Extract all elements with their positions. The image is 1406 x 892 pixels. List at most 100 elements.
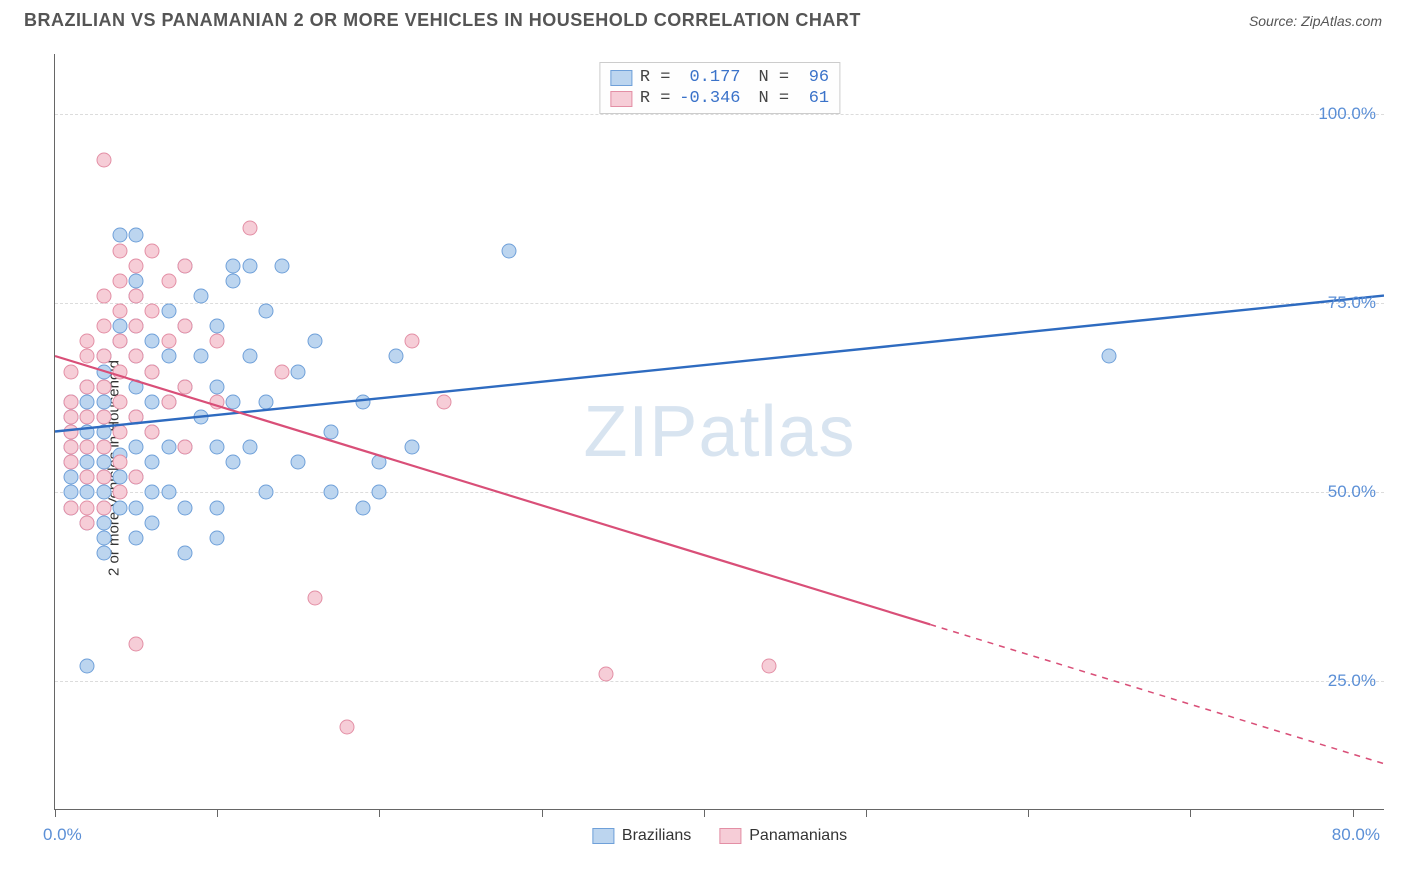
r-value: -0.346 [679,89,741,108]
stat-legend-row: R = 0.177N = 96 [610,67,829,88]
scatter-point [64,470,79,485]
scatter-point [129,273,144,288]
scatter-point [96,500,111,515]
scatter-point [307,334,322,349]
scatter-point [64,485,79,500]
scatter-point [80,334,95,349]
gridline [55,114,1384,115]
x-tick [542,809,543,817]
scatter-point [161,334,176,349]
scatter-point [80,349,95,364]
x-tick [1190,809,1191,817]
x-tick [1353,809,1354,817]
scatter-point [226,394,241,409]
scatter-point [64,500,79,515]
x-tick [55,809,56,817]
scatter-point [80,394,95,409]
scatter-point [258,485,273,500]
scatter-point [258,304,273,319]
scatter-point [404,440,419,455]
scatter-point [80,515,95,530]
scatter-point [258,394,273,409]
scatter-point [339,719,354,734]
scatter-point [291,364,306,379]
scatter-point [210,440,225,455]
scatter-point [80,500,95,515]
scatter-point [129,636,144,651]
r-label: R = [640,68,671,87]
chart-title: BRAZILIAN VS PANAMANIAN 2 OR MORE VEHICL… [24,10,861,31]
scatter-point [112,273,127,288]
scatter-point [129,228,144,243]
scatter-point [437,394,452,409]
scatter-point [80,659,95,674]
scatter-point [96,515,111,530]
stat-legend-row: R = -0.346N = 61 [610,88,829,109]
scatter-point [112,485,127,500]
scatter-point [275,364,290,379]
scatter-point [64,409,79,424]
scatter-point [242,440,257,455]
scatter-point [64,364,79,379]
scatter-point [145,425,160,440]
series-name: Panamanians [749,827,847,845]
scatter-point [112,243,127,258]
source-attribution: Source: ZipAtlas.com [1249,13,1382,29]
scatter-point [404,334,419,349]
scatter-point [64,394,79,409]
scatter-point [96,530,111,545]
scatter-point [161,304,176,319]
scatter-point [112,500,127,515]
scatter-point [96,349,111,364]
scatter-point [80,440,95,455]
scatter-point [129,258,144,273]
scatter-point [356,500,371,515]
scatter-point [112,334,127,349]
scatter-point [80,425,95,440]
scatter-point [112,304,127,319]
scatter-point [177,440,192,455]
source-name: ZipAtlas.com [1301,13,1382,29]
r-value: 0.177 [679,68,741,87]
scatter-point [112,455,127,470]
scatter-point [226,258,241,273]
scatter-point [129,379,144,394]
scatter-point [112,470,127,485]
scatter-point [161,485,176,500]
scatter-point [210,500,225,515]
gridline [55,303,1384,304]
scatter-point [161,440,176,455]
scatter-point [502,243,517,258]
legend-swatch [719,828,741,844]
scatter-point [96,379,111,394]
chart-container: 2 or more Vehicles in Household ZIPatlas… [0,44,1406,892]
scatter-point [96,485,111,500]
scatter-point [242,258,257,273]
scatter-point [161,349,176,364]
y-tick-label: 50.0% [1328,482,1376,502]
x-tick [704,809,705,817]
scatter-point [177,319,192,334]
gridline [55,492,1384,493]
scatter-point [96,545,111,560]
scatter-point [193,409,208,424]
x-axis-max-label: 80.0% [1332,825,1380,845]
scatter-point [129,319,144,334]
regression-line-solid [55,296,1384,432]
scatter-point [372,455,387,470]
scatter-point [129,500,144,515]
n-label: N = [759,89,790,108]
scatter-point [161,394,176,409]
scatter-point [112,319,127,334]
scatter-point [291,455,306,470]
x-tick [866,809,867,817]
scatter-point [226,273,241,288]
x-axis-min-label: 0.0% [43,825,82,845]
n-value: 96 [797,68,829,87]
watermark: ZIPatlas [583,391,855,473]
scatter-point [145,455,160,470]
statistics-legend: R = 0.177N = 96R = -0.346N = 61 [599,62,840,114]
scatter-point [388,349,403,364]
scatter-point [323,425,338,440]
scatter-point [96,288,111,303]
